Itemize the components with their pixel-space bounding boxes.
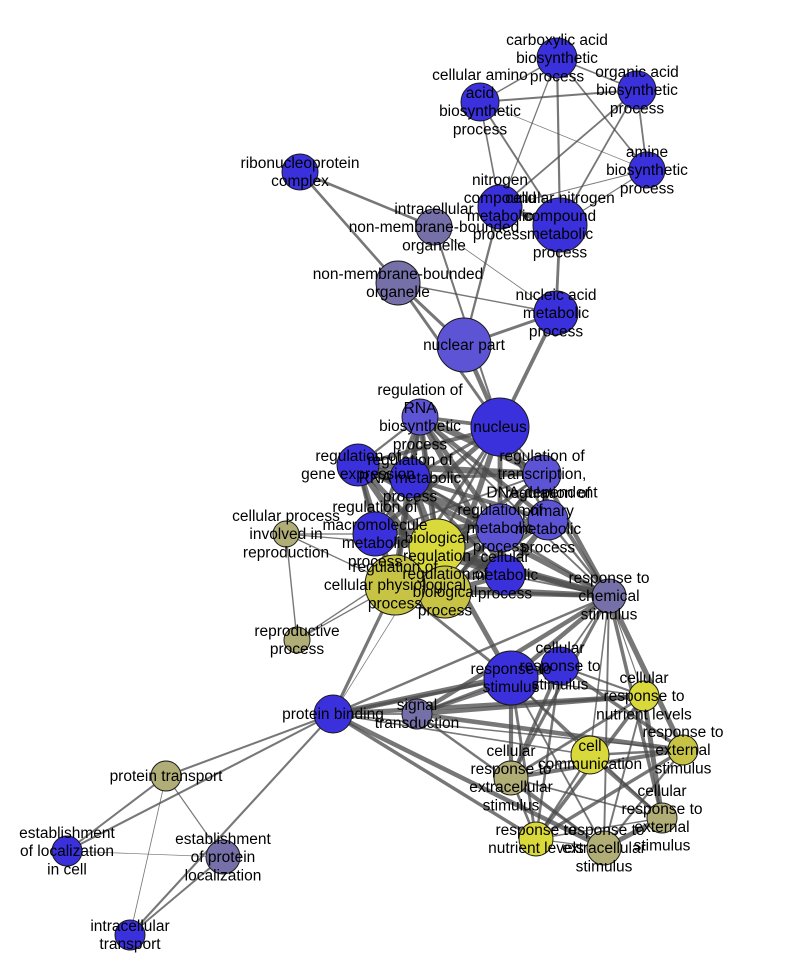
svg-text:stimulus: stimulus bbox=[576, 858, 633, 875]
svg-text:regulation of: regulation of bbox=[352, 559, 438, 576]
svg-text:metabolic: metabolic bbox=[523, 305, 590, 322]
svg-text:nucleic acid: nucleic acid bbox=[516, 287, 597, 304]
svg-text:reproduction: reproduction bbox=[243, 544, 329, 561]
svg-text:extracellular: extracellular bbox=[469, 779, 553, 796]
svg-text:metabolic: metabolic bbox=[342, 535, 409, 552]
svg-text:of protein: of protein bbox=[191, 849, 256, 866]
svg-text:communication: communication bbox=[538, 756, 642, 773]
svg-text:response to: response to bbox=[622, 801, 703, 818]
svg-text:organelle: organelle bbox=[366, 284, 430, 301]
svg-text:ribonucleoprotein: ribonucleoprotein bbox=[241, 155, 360, 172]
svg-text:process: process bbox=[610, 100, 665, 117]
svg-text:process: process bbox=[270, 641, 325, 658]
svg-text:extracellular: extracellular bbox=[562, 840, 646, 857]
svg-text:intracellular: intracellular bbox=[90, 918, 169, 935]
svg-text:metabolic: metabolic bbox=[472, 567, 539, 584]
svg-text:cellular: cellular bbox=[637, 783, 686, 800]
svg-text:regulation of: regulation of bbox=[505, 485, 591, 502]
svg-text:biosynthetic: biosynthetic bbox=[439, 103, 521, 120]
svg-text:protein binding: protein binding bbox=[282, 706, 384, 723]
svg-text:process: process bbox=[478, 585, 533, 602]
svg-text:amine: amine bbox=[626, 144, 668, 161]
svg-text:cellular: cellular bbox=[535, 640, 584, 657]
svg-text:cell: cell bbox=[578, 738, 601, 755]
svg-text:process: process bbox=[368, 595, 423, 612]
svg-text:cellular nitrogen: cellular nitrogen bbox=[505, 190, 614, 207]
svg-text:cellular physiological: cellular physiological bbox=[324, 577, 466, 594]
svg-text:carboxylic acid: carboxylic acid bbox=[506, 32, 608, 49]
svg-text:RNA metabolic: RNA metabolic bbox=[359, 470, 462, 487]
svg-text:stimulus: stimulus bbox=[532, 676, 589, 693]
svg-text:stimulus: stimulus bbox=[581, 606, 638, 623]
svg-text:of localization: of localization bbox=[20, 843, 114, 860]
svg-text:stimulus: stimulus bbox=[483, 797, 540, 814]
svg-text:biosynthetic: biosynthetic bbox=[606, 162, 688, 179]
svg-text:regulation of: regulation of bbox=[499, 448, 585, 465]
svg-text:in cell: in cell bbox=[47, 861, 87, 878]
svg-text:nucleus: nucleus bbox=[473, 419, 527, 436]
svg-text:localization: localization bbox=[185, 867, 262, 884]
svg-text:response to: response to bbox=[564, 822, 645, 839]
svg-text:process: process bbox=[620, 180, 675, 197]
svg-text:response to: response to bbox=[520, 658, 601, 675]
svg-text:organelle: organelle bbox=[402, 237, 466, 254]
svg-text:acid: acid bbox=[466, 85, 494, 102]
svg-text:metabolic: metabolic bbox=[467, 520, 534, 537]
svg-text:regulation of: regulation of bbox=[367, 452, 453, 469]
svg-text:compound: compound bbox=[524, 208, 596, 225]
svg-text:transduction: transduction bbox=[375, 715, 459, 732]
svg-text:establishment: establishment bbox=[175, 831, 271, 848]
svg-text:reproductive: reproductive bbox=[254, 623, 339, 640]
svg-text:response to: response to bbox=[643, 724, 724, 741]
svg-text:external: external bbox=[655, 742, 710, 759]
svg-text:response to: response to bbox=[604, 688, 685, 705]
svg-text:RNA: RNA bbox=[404, 400, 437, 417]
svg-text:process: process bbox=[393, 436, 448, 453]
svg-text:intracellular: intracellular bbox=[394, 201, 473, 218]
svg-text:biological: biological bbox=[405, 530, 470, 547]
svg-text:response to: response to bbox=[471, 761, 552, 778]
svg-text:cellular: cellular bbox=[486, 743, 535, 760]
svg-text:regulation of: regulation of bbox=[332, 499, 418, 516]
svg-text:nitrogen: nitrogen bbox=[472, 172, 528, 189]
svg-text:stimulus: stimulus bbox=[655, 760, 712, 777]
svg-text:regulation of: regulation of bbox=[377, 382, 463, 399]
svg-text:chemical: chemical bbox=[578, 588, 639, 605]
svg-text:cellular process: cellular process bbox=[232, 508, 340, 525]
svg-text:nuclear part: nuclear part bbox=[423, 337, 506, 354]
svg-text:involved in: involved in bbox=[249, 526, 322, 543]
svg-text:nutrient levels: nutrient levels bbox=[596, 706, 692, 723]
svg-text:cellular: cellular bbox=[480, 549, 529, 566]
svg-text:cellular amino: cellular amino bbox=[432, 67, 528, 84]
svg-text:non-membrane-bounded: non-membrane-bounded bbox=[349, 219, 520, 236]
svg-text:regulation of: regulation of bbox=[457, 502, 543, 519]
svg-text:signal: signal bbox=[397, 697, 438, 714]
svg-text:transcription,: transcription, bbox=[498, 466, 587, 483]
svg-text:transport: transport bbox=[99, 936, 161, 953]
svg-text:complex: complex bbox=[271, 173, 329, 190]
svg-text:biosynthetic: biosynthetic bbox=[596, 82, 678, 99]
svg-text:process: process bbox=[530, 68, 585, 85]
svg-text:process: process bbox=[533, 244, 588, 261]
svg-text:biosynthetic: biosynthetic bbox=[516, 50, 598, 67]
svg-text:metabolic: metabolic bbox=[527, 226, 594, 243]
svg-text:cellular: cellular bbox=[619, 670, 668, 687]
svg-text:organic acid: organic acid bbox=[595, 64, 679, 81]
svg-text:establishment: establishment bbox=[19, 825, 115, 842]
svg-text:biosynthetic: biosynthetic bbox=[379, 418, 461, 435]
svg-text:protein transport: protein transport bbox=[110, 768, 224, 785]
svg-text:response to: response to bbox=[569, 570, 650, 587]
svg-text:non-membrane-bounded: non-membrane-bounded bbox=[313, 266, 484, 283]
svg-text:process: process bbox=[453, 121, 508, 138]
svg-text:process: process bbox=[529, 323, 584, 340]
svg-text:process: process bbox=[418, 602, 473, 619]
